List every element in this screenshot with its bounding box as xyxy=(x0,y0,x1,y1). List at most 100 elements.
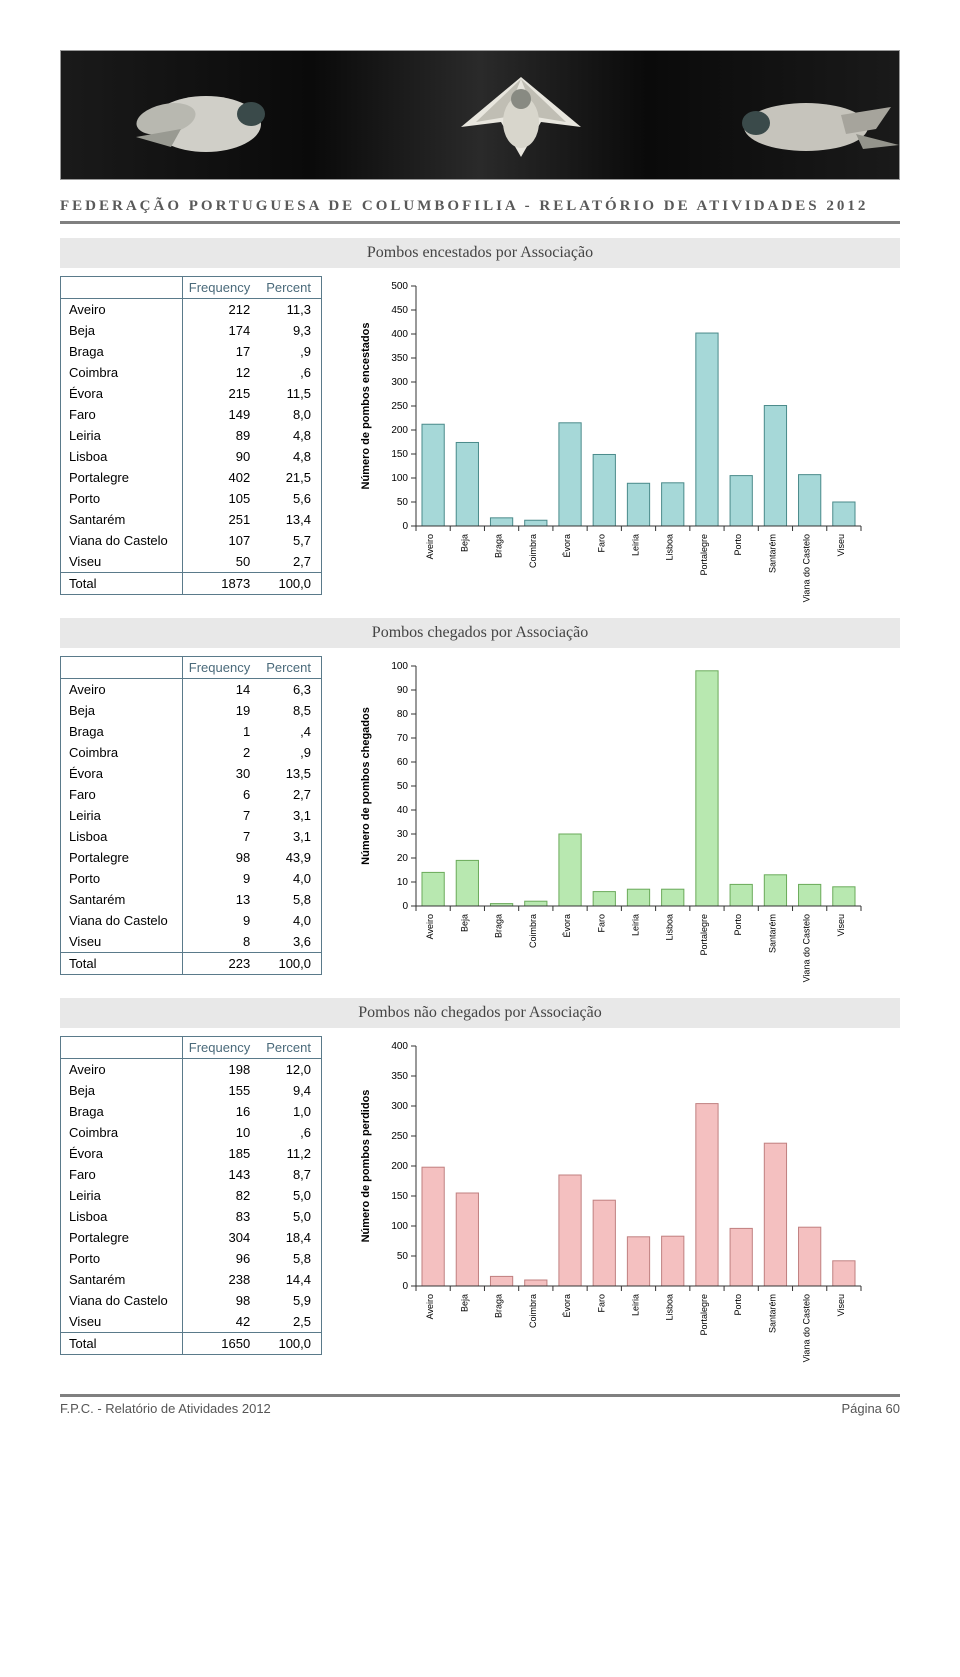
svg-text:100: 100 xyxy=(391,1221,408,1232)
freq-cell: 16 xyxy=(182,1101,260,1122)
bar xyxy=(559,423,581,526)
pct-cell: 11,5 xyxy=(260,383,321,404)
pct-cell: 8,5 xyxy=(260,700,321,721)
section-title: Pombos encestados por Associação xyxy=(60,238,900,268)
freq-cell: 19 xyxy=(182,700,260,721)
row-name-cell: Évora xyxy=(61,1143,183,1164)
section-block: FrequencyPercentAveiro21211,3Beja1749,3B… xyxy=(60,276,900,606)
freq-cell: 89 xyxy=(182,425,260,446)
bar xyxy=(696,671,718,906)
row-name-cell: Porto xyxy=(61,488,183,509)
freq-cell: 402 xyxy=(182,467,260,488)
bar xyxy=(490,1276,512,1286)
row-name-cell: Viana do Castelo xyxy=(61,1290,183,1311)
table-row: Portalegre40221,5 xyxy=(61,467,322,488)
x-category-label: Santarém xyxy=(767,1294,777,1333)
table-row: Santarém25113,4 xyxy=(61,509,322,530)
svg-text:350: 350 xyxy=(391,353,408,364)
table-row: Évora18511,2 xyxy=(61,1143,322,1164)
pct-cell: 4,8 xyxy=(260,425,321,446)
row-name-cell: Coimbra xyxy=(61,362,183,383)
pct-cell: ,6 xyxy=(260,362,321,383)
table-header-cell: Percent xyxy=(260,277,321,299)
pct-cell: 5,9 xyxy=(260,1290,321,1311)
svg-text:250: 250 xyxy=(391,1131,408,1142)
freq-cell: 96 xyxy=(182,1248,260,1269)
table-row: Beja1749,3 xyxy=(61,320,322,341)
footer-rule xyxy=(60,1394,900,1397)
pct-cell: 8,0 xyxy=(260,404,321,425)
table-row: Lisboa904,8 xyxy=(61,446,322,467)
pct-cell: ,9 xyxy=(260,341,321,362)
svg-text:200: 200 xyxy=(391,1161,408,1172)
x-category-label: Braga xyxy=(494,1294,504,1318)
table-header-cell: Percent xyxy=(260,657,321,679)
freq-cell: 8 xyxy=(182,931,260,953)
x-category-label: Braga xyxy=(494,914,504,938)
freq-cell: 12 xyxy=(182,362,260,383)
row-name-cell: Viseu xyxy=(61,1311,183,1333)
row-name-cell: Portalegre xyxy=(61,1227,183,1248)
frequency-table: FrequencyPercentAveiro21211,3Beja1749,3B… xyxy=(60,276,322,595)
table-row: Coimbra2,9 xyxy=(61,742,322,763)
freq-cell: 13 xyxy=(182,889,260,910)
x-category-label: Évora xyxy=(562,914,572,938)
bar xyxy=(833,1261,855,1286)
row-name-cell: Santarém xyxy=(61,1269,183,1290)
row-name-cell: Aveiro xyxy=(61,679,183,701)
row-name-cell: Lisboa xyxy=(61,1206,183,1227)
table-row: Beja1559,4 xyxy=(61,1080,322,1101)
bar-chart: 050100150200250300350400AveiroBejaBragaC… xyxy=(351,1036,871,1366)
table-total-row: Total1873100,0 xyxy=(61,573,322,595)
svg-text:80: 80 xyxy=(397,709,409,720)
x-category-label: Santarém xyxy=(767,534,777,573)
row-name-cell: Viseu xyxy=(61,551,183,573)
freq-cell: 14 xyxy=(182,679,260,701)
bar xyxy=(627,1237,649,1286)
x-category-label: Portalegre xyxy=(699,1294,709,1336)
section-block: FrequencyPercentAveiro19812,0Beja1559,4B… xyxy=(60,1036,900,1366)
table-row: Santarém135,8 xyxy=(61,889,322,910)
bar xyxy=(559,1175,581,1286)
table-header-cell: Frequency xyxy=(182,277,260,299)
pct-cell: 2,7 xyxy=(260,784,321,805)
row-name-cell: Braga xyxy=(61,721,183,742)
row-name-cell: Faro xyxy=(61,1164,183,1185)
freq-cell: 98 xyxy=(182,1290,260,1311)
bar xyxy=(662,889,684,906)
bar xyxy=(696,1104,718,1286)
table-row: Viana do Castelo985,9 xyxy=(61,1290,322,1311)
pct-cell: 12,0 xyxy=(260,1059,321,1081)
frequency-table: FrequencyPercentAveiro19812,0Beja1559,4B… xyxy=(60,1036,322,1355)
row-name-cell: Lisboa xyxy=(61,826,183,847)
x-category-label: Aveiro xyxy=(425,1294,435,1319)
bar xyxy=(593,454,615,526)
svg-text:0: 0 xyxy=(402,901,408,912)
pct-cell: 5,6 xyxy=(260,488,321,509)
svg-text:50: 50 xyxy=(397,781,409,792)
x-category-label: Braga xyxy=(494,534,504,558)
bar xyxy=(456,860,478,906)
freq-cell: 212 xyxy=(182,299,260,321)
bar xyxy=(490,518,512,526)
table-row: Braga17,9 xyxy=(61,341,322,362)
row-name-cell: Coimbra xyxy=(61,742,183,763)
y-axis-label: Número de pombos encestados xyxy=(360,323,372,490)
freq-cell: 198 xyxy=(182,1059,260,1081)
pct-cell: 5,8 xyxy=(260,1248,321,1269)
x-category-label: Beja xyxy=(459,914,469,932)
svg-text:10: 10 xyxy=(397,877,409,888)
row-name-cell: Portalegre xyxy=(61,467,183,488)
pct-cell: 4,0 xyxy=(260,868,321,889)
x-category-label: Faro xyxy=(596,534,606,553)
row-name-cell: Santarém xyxy=(61,889,183,910)
x-category-label: Porto xyxy=(733,1294,743,1316)
table-row: Porto965,8 xyxy=(61,1248,322,1269)
pct-cell: 3,1 xyxy=(260,826,321,847)
row-name-cell: Faro xyxy=(61,404,183,425)
pct-cell: 5,7 xyxy=(260,530,321,551)
row-name-cell: Porto xyxy=(61,868,183,889)
freq-cell: 149 xyxy=(182,404,260,425)
x-category-label: Beja xyxy=(459,1294,469,1312)
freq-cell: 238 xyxy=(182,1269,260,1290)
